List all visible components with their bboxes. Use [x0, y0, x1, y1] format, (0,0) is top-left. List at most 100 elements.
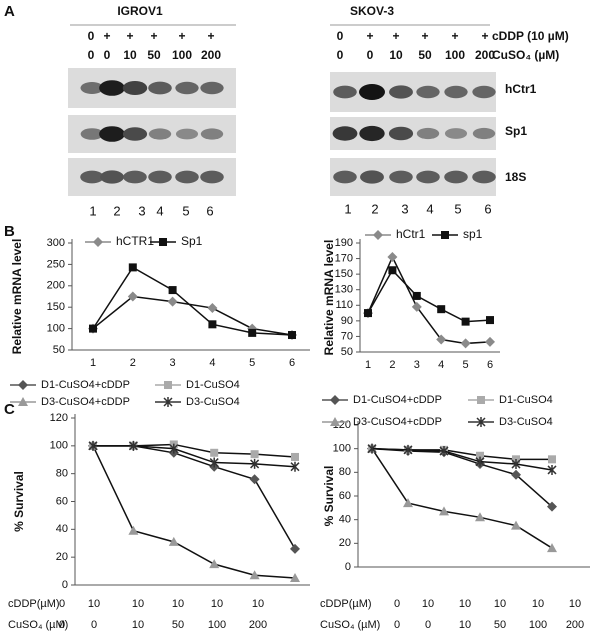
marker: [249, 570, 260, 580]
treatment-value: 50: [147, 48, 161, 62]
marker: [209, 559, 220, 569]
legend-marker: [163, 397, 173, 407]
row-label: cDDP (10 µM): [492, 29, 569, 43]
y-tick-label: 40: [56, 523, 68, 535]
marker: [364, 309, 372, 318]
marker: [460, 338, 471, 349]
y-tick-label: 250: [47, 258, 65, 270]
x-tick-label: 0: [394, 598, 400, 610]
legend-label: D1-CuSO4+cDDP: [353, 394, 442, 406]
legend-marker: [93, 237, 103, 247]
x-row-label: cDDP(µM): [320, 598, 372, 610]
band: [175, 81, 199, 95]
band: [80, 82, 104, 94]
lane-number: 5: [182, 203, 189, 218]
band: [333, 170, 357, 184]
marker: [548, 455, 556, 464]
x-tick-label: 10: [459, 619, 471, 631]
y-tick-label: 120: [50, 412, 68, 424]
lane-number: 6: [206, 203, 213, 218]
treatment-value: +: [366, 29, 373, 43]
lane-number: 3: [401, 201, 408, 216]
legend-label: D3-CuSO4+cDDP: [41, 396, 130, 408]
x-tick-label: 4: [209, 357, 215, 369]
y-tick-label: 50: [53, 344, 65, 356]
x-tick-label: 200: [249, 619, 267, 631]
lane-number: 6: [484, 201, 491, 216]
x-tick-label: 10: [569, 598, 581, 610]
marker: [475, 512, 485, 522]
y-tick-label: 150: [335, 268, 353, 280]
band: [332, 126, 358, 141]
x-tick-label: 0: [59, 619, 65, 631]
cell-line: SKOV-3: [350, 4, 394, 18]
band: [389, 85, 413, 99]
legend-label: D1-CuSO4: [186, 379, 240, 391]
x-tick-label: 6: [289, 357, 295, 369]
marker: [387, 252, 398, 263]
marker: [288, 331, 296, 340]
x-tick-label: 50: [172, 619, 184, 631]
x-tick-label: 5: [463, 359, 469, 371]
lane-number: 1: [344, 201, 351, 216]
y-tick-label: 0: [345, 561, 351, 573]
panel-label: C: [4, 401, 15, 418]
y-tick-label: 170: [335, 252, 353, 264]
band: [388, 126, 414, 141]
marker: [169, 443, 179, 454]
lane-number: 4: [426, 201, 433, 216]
x-tick-label: 0: [91, 619, 97, 631]
marker: [167, 296, 178, 307]
marker: [547, 543, 557, 553]
marker: [128, 525, 139, 535]
blot: [330, 158, 496, 196]
y-tick-label: 80: [56, 468, 68, 480]
band: [175, 128, 199, 140]
treatment-value: +: [126, 29, 133, 43]
y-tick-label: 90: [341, 315, 353, 327]
lane-number: 1: [89, 203, 96, 218]
band: [99, 80, 125, 96]
marker: [291, 452, 299, 461]
band: [472, 170, 496, 184]
lane-number: 2: [371, 201, 378, 216]
y-axis-label: % Survival: [322, 466, 336, 527]
x-tick-label: 10: [132, 598, 144, 610]
y-tick-label: 100: [333, 443, 351, 455]
treatment-value: +: [103, 29, 110, 43]
treatment-value: 100: [172, 48, 192, 62]
x-tick-label: 10: [422, 598, 434, 610]
series-line: [367, 255, 491, 345]
marker: [127, 291, 138, 302]
legend-marker: [18, 380, 28, 390]
y-tick-label: 50: [341, 346, 353, 358]
marker: [511, 459, 521, 470]
y-tick-label: 60: [339, 490, 351, 502]
band: [200, 81, 224, 95]
treatment-value: 0: [367, 48, 374, 62]
blot: [330, 72, 496, 112]
band: [472, 127, 496, 140]
x-tick-label: 200: [566, 619, 584, 631]
legend-marker: [164, 381, 172, 389]
marker: [207, 303, 218, 314]
band: [359, 125, 385, 142]
marker: [290, 461, 300, 472]
x-tick-label: 1: [365, 359, 371, 371]
series-line: [92, 266, 293, 336]
series-line: [93, 445, 296, 468]
treatment-value: +: [451, 29, 458, 43]
y-axis-label: Relative mRNA level: [322, 240, 336, 356]
marker: [511, 520, 521, 530]
marker: [128, 263, 137, 272]
treatment-value: +: [207, 29, 214, 43]
x-tick-label: 0: [425, 619, 431, 631]
series-line: [367, 269, 491, 323]
treatment-value: 200: [201, 48, 221, 62]
x-tick-label: 10: [172, 598, 184, 610]
treatment-value: 0: [337, 48, 344, 62]
band-label: hCtr1: [505, 82, 537, 96]
x-tick-label: 4: [438, 359, 444, 371]
lane-number: 2: [113, 203, 120, 218]
x-tick-label: 3: [170, 357, 176, 369]
